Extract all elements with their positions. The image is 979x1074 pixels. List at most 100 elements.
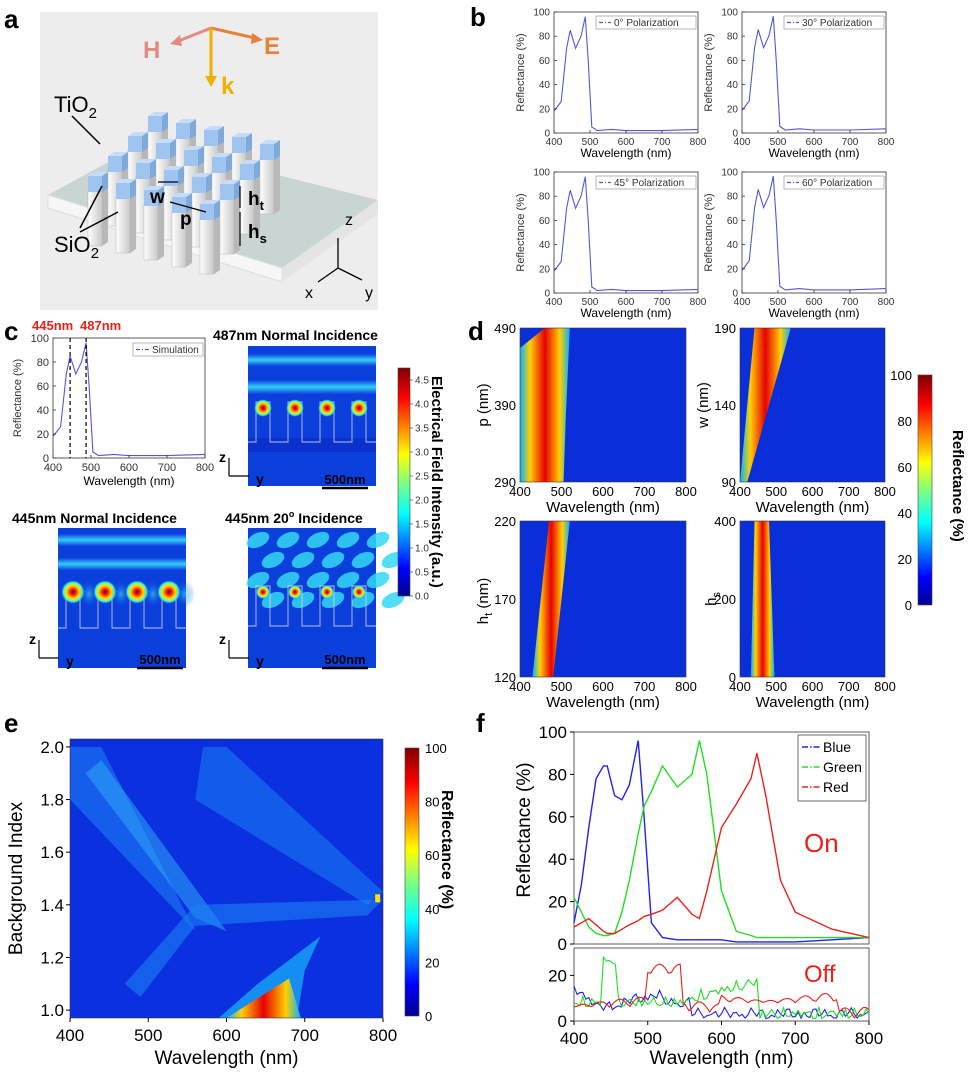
polarization-plot-xlabel: Wavelength (nm) (581, 306, 672, 320)
reflectance-map-xtick-label: 400 (729, 484, 751, 499)
field-map-445-20deg (246, 528, 405, 668)
hs-main: h (248, 222, 260, 243)
pillar-sio2-side (254, 174, 260, 234)
pillar-tio2-top (144, 186, 164, 190)
on-state-ytick-label: 60 (548, 808, 567, 827)
polarization-plot-1-frame (741, 11, 887, 134)
simulation-plot-ylabel: Reflectance (%) (12, 359, 24, 437)
polarization-plot-1-ytick-label: 20 (727, 104, 739, 115)
polarization-legend-box (783, 15, 885, 30)
reflectance-map-xtick-label: 700 (838, 679, 860, 694)
pillar-tio2-side (246, 133, 252, 153)
simulation-plot-xtick-label: 600 (120, 462, 138, 474)
index-map-ytick-label: 2.0 (40, 738, 64, 757)
field-487-stripe-2 (248, 380, 376, 394)
polarization-plot-1-xtick-label: 400 (734, 137, 751, 148)
simulation-legend-box (132, 342, 204, 357)
e-arrow (210, 26, 256, 40)
field-colorbar-tick-label: 0.0 (415, 592, 429, 603)
pillar-tio2-side (142, 132, 148, 152)
pillar-sio2-side (234, 194, 240, 254)
reflectance-map-ytick-label: 390 (494, 398, 516, 413)
pillar-tio2-top (220, 180, 240, 184)
tio2-pointer (71, 115, 101, 145)
simulation-plot-ytick-label: 40 (37, 405, 49, 417)
polarization-plot-2-ytick-label: 60 (539, 216, 551, 227)
reflectance-map-frame (739, 520, 886, 678)
oblique-lobe (321, 551, 345, 569)
f-legend-label-green: Green (823, 759, 862, 775)
pillar-tio2-top (176, 119, 196, 123)
reflectance-map-xtick-label: 700 (634, 484, 656, 499)
hotspot (350, 399, 368, 417)
polarization-plot-0-xtick-label: 500 (582, 137, 599, 148)
polarization-plot-3-ytick-label: 0 (732, 289, 738, 300)
f-xlabel: Wavelength (nm) (650, 1048, 794, 1069)
scale-bar-label: 500nm (324, 652, 365, 667)
polarization-plot-0-frame (553, 11, 699, 134)
field-colorbar-tick-label: 1.0 (415, 544, 429, 555)
oblique-lobe (246, 531, 270, 549)
reflectance-map-xlabel: Wavelength (nm) (756, 499, 870, 516)
panel-a: a H E k TiO2 SiO2 w p ht hs z x (4, 4, 378, 310)
pillar-tio2-top (172, 193, 192, 197)
k-arrowhead (205, 76, 217, 87)
polarization-plot-1-ytick-label: 40 (727, 80, 739, 91)
reflectance-map-ytick-label: 90 (722, 475, 736, 490)
field-445-stripe-2 (58, 558, 186, 570)
reflectance-map-xtick-label: 500 (765, 679, 787, 694)
polarization-plot-1-series-pol1 (741, 16, 887, 131)
field-colorbar-tick-label: 2.0 (415, 496, 429, 507)
field-487-bg (248, 346, 376, 486)
reflectance-map-xtick-label: 800 (675, 679, 697, 694)
polarization-plot-xlabel: Wavelength (nm) (581, 146, 672, 160)
reflectance-map-xlabel: Wavelength (nm) (756, 694, 870, 711)
field-445-20-title-a: 445nm 20 (225, 510, 289, 526)
field-glow (111, 580, 131, 608)
polarization-plot-ylabel: Reflectance (%) (515, 193, 527, 271)
polarization-plot-1-ytick-label: 80 (727, 32, 739, 43)
hs-axis-sub: s (711, 592, 723, 598)
field-map-487 (248, 346, 376, 486)
off-label: Off (804, 961, 836, 988)
reflectance-map-xtick-label: 500 (551, 679, 573, 694)
reflectance-map-ytick-label: 140 (714, 398, 736, 413)
sio2-sub: 2 (91, 245, 99, 262)
pillar-tio2 (88, 176, 102, 192)
polarization-legend-box (595, 175, 697, 190)
simulation-plot-ytick-label: 20 (37, 429, 49, 441)
sio2-label: SiO2 (54, 232, 99, 262)
ht-label: ht (248, 189, 265, 213)
pillar-sio2 (219, 197, 235, 255)
pillar-tio2 (200, 204, 214, 220)
polarization-plot-0-ytick-label: 100 (533, 8, 550, 19)
polarization-plot-ylabel: Reflectance (%) (703, 33, 715, 111)
panel-c-label: c (4, 316, 18, 346)
pillar-tio2 (108, 156, 122, 172)
hs-axis-main: h (703, 598, 720, 606)
reflectance-map-xtick-label: 400 (729, 679, 751, 694)
polarization-plot-2-ytick-label: 0 (544, 289, 550, 300)
polarization-plot-2-frame (553, 171, 699, 294)
field-glow (143, 580, 163, 608)
polarization-plot-1-xtick-label: 800 (878, 137, 895, 148)
pillar-array (87, 112, 280, 275)
off-state-xtick-label: 500 (634, 1029, 662, 1048)
pillar-tio2-top (116, 179, 136, 183)
axis-x-label: x (305, 285, 313, 302)
pillar-sio2-side (102, 186, 108, 246)
oblique-lobe (276, 571, 300, 589)
pillar-tio2 (232, 137, 246, 153)
hotspot (256, 585, 270, 599)
pillar-tio2 (148, 116, 162, 132)
panel-d-label: d (468, 316, 484, 346)
reflectance-colorbar-e-tick: 40 (425, 902, 439, 917)
field-colorbar-label: Electrical Field Intensity (a.u.) (428, 376, 445, 588)
reflectance-map-ytick-label: 170 (494, 592, 516, 607)
pillar-tio2-top (192, 173, 212, 177)
simulation-plot-xtick-label: 700 (158, 462, 176, 474)
reflectance-map-xtick-label: 600 (592, 484, 614, 499)
reflectance-map-ytick-label: 190 (714, 321, 736, 336)
reflectance-map-frame (519, 327, 687, 483)
